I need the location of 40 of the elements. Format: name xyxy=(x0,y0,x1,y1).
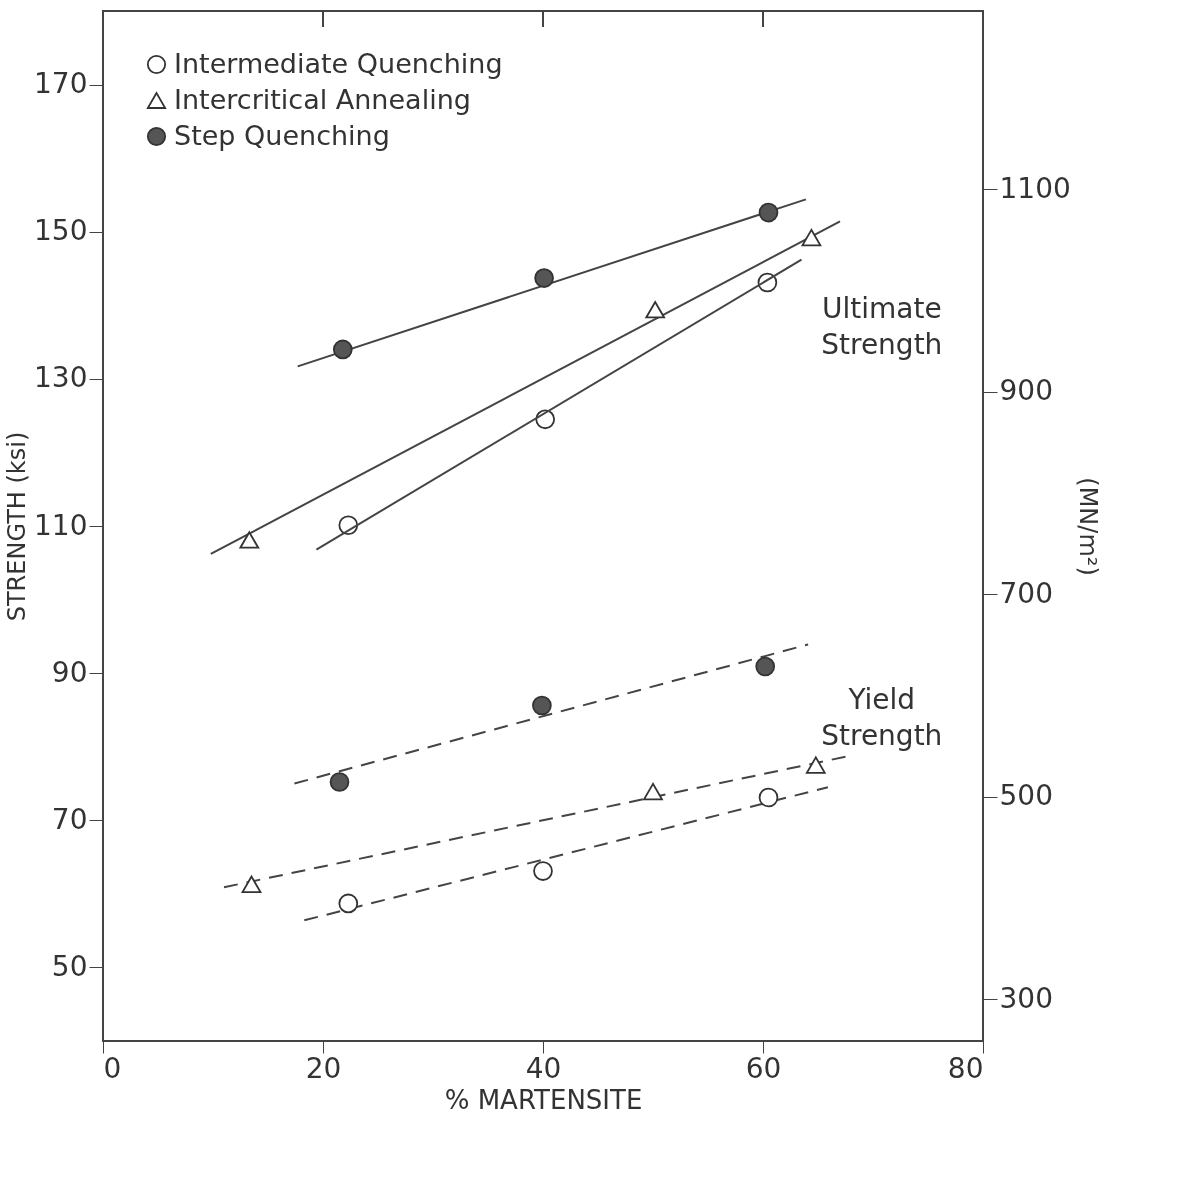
y2-tick-label: 500 xyxy=(999,779,1053,813)
point xyxy=(801,228,822,247)
y-tick-label: 150 xyxy=(34,214,88,248)
x-tick-label: 40 xyxy=(525,1051,562,1085)
y-tick-label: 90 xyxy=(51,655,88,689)
y-tick-label: 170 xyxy=(34,67,88,101)
x-tick-label: 60 xyxy=(745,1051,782,1085)
point xyxy=(805,756,826,774)
y-tick-label: 110 xyxy=(34,508,88,542)
point xyxy=(533,861,553,881)
point xyxy=(645,301,666,319)
point xyxy=(532,695,552,716)
legend-label: Intercritical Annealing xyxy=(174,83,471,115)
y2-tick-label: 300 xyxy=(999,981,1053,1015)
x-tick-label: 80 xyxy=(947,1051,984,1085)
y-tick-label: 50 xyxy=(51,949,88,983)
y-axis-title: STRENGTH (ksi) xyxy=(3,431,32,622)
annotation: Yield Strength xyxy=(821,683,943,753)
point xyxy=(239,531,260,549)
legend-label: Intermediate Quenching xyxy=(174,47,503,79)
point xyxy=(241,875,262,893)
x-axis-title: % MARTENSITE xyxy=(444,1084,643,1115)
point xyxy=(758,787,779,808)
y-tick-label: 130 xyxy=(34,361,88,395)
y2-axis-title: (MN/m²) xyxy=(1073,477,1102,576)
legend-label: Step Quenching xyxy=(174,119,390,151)
point xyxy=(534,268,554,288)
annotation: Ultimate Strength xyxy=(821,291,943,361)
x-tick-label: 0 xyxy=(103,1051,122,1085)
x-tick-label: 20 xyxy=(305,1051,342,1085)
y2-tick-label: 900 xyxy=(999,374,1053,408)
point xyxy=(755,656,776,677)
point xyxy=(338,893,359,914)
point xyxy=(643,782,663,801)
y-tick-label: 70 xyxy=(51,802,88,836)
point xyxy=(758,202,779,223)
point xyxy=(332,339,353,360)
point xyxy=(329,772,350,792)
y2-tick-label: 700 xyxy=(999,576,1053,610)
y2-tick-label: 1100 xyxy=(999,171,1071,205)
